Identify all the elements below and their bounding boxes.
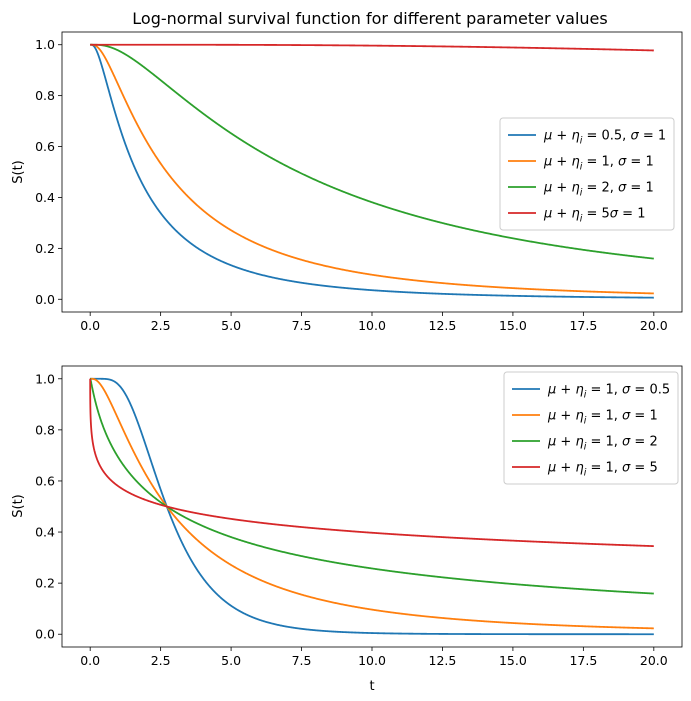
series-line <box>89 378 654 548</box>
series-layer <box>89 43 654 299</box>
series-line <box>89 377 654 595</box>
x-tick-label: 5.0 <box>221 318 241 333</box>
legend-box <box>499 117 675 231</box>
legend-label: μ + ηi = 1, σ = 1 <box>543 155 654 173</box>
series-line <box>89 43 654 52</box>
x-tick-label: 0.0 <box>80 653 100 668</box>
x-tick-label: 7.5 <box>292 653 312 668</box>
series-line <box>89 43 654 299</box>
legend-label: μ + ηi = 2, σ = 1 <box>543 181 654 199</box>
tick-group: 0.0 2.5 5.0 7.5 10.0 12.5 15.0 17.5 20.0 0.0 0.2 0.… <box>35 37 668 333</box>
x-tick-label: 17.5 <box>569 318 597 333</box>
y-tick-label: 0.6 <box>35 139 55 154</box>
legend-label: μ + ηi = 0.5, σ = 1 <box>543 129 666 147</box>
tick-group: 0.0 2.5 5.0 7.5 10.0 12.5 15.0 17.5 20.0 0.0 0.2 0.… <box>35 371 668 668</box>
y-tick-label: 0.4 <box>35 190 55 205</box>
legend-label: μ + ηi = 1, σ = 5 <box>547 461 658 479</box>
bottom-subplot: 0.0 2.5 5.0 7.5 10.0 12.5 15.0 17.5 20.0 0.0 0.2 0.… <box>11 365 683 694</box>
y-tick-label: 0.0 <box>35 627 55 642</box>
x-tick-label: 2.5 <box>151 318 171 333</box>
series-line <box>89 377 654 636</box>
legend-label: μ + ηi = 5σ = 1 <box>543 207 645 225</box>
legend: μ + ηi = 1, σ = 0.5 μ + ηi = 1, σ = 1 μ + … <box>503 371 679 485</box>
legend-label: μ + ηi = 1, σ = 1 <box>547 409 658 427</box>
x-tick-label: 20.0 <box>640 318 668 333</box>
y-tick-label: 0.8 <box>35 88 55 103</box>
x-tick-label: 15.0 <box>499 653 527 668</box>
y-tick-label: 0.8 <box>35 422 55 437</box>
plot-frame <box>61 365 683 648</box>
x-axis-label: t <box>369 679 374 694</box>
legend-box <box>503 371 679 485</box>
y-tick-label: 0.0 <box>35 292 55 307</box>
x-tick-label: 2.5 <box>151 653 171 668</box>
x-tick-label: 12.5 <box>429 318 457 333</box>
x-tick-label: 17.5 <box>569 653 597 668</box>
legend-label: μ + ηi = 1, σ = 2 <box>547 435 658 453</box>
y-tick-label: 1.0 <box>35 371 55 386</box>
top-subplot: Log-normal survival function for differe… <box>11 9 683 333</box>
y-tick-label: 0.2 <box>35 576 55 591</box>
y-tick-label: 0.4 <box>35 525 55 540</box>
y-tick-label: 0.2 <box>35 241 55 256</box>
chart-title: Log-normal survival function for differe… <box>132 9 607 28</box>
x-tick-label: 10.0 <box>358 318 386 333</box>
legend-label: μ + ηi = 1, σ = 0.5 <box>547 383 670 401</box>
legend: μ + ηi = 0.5, σ = 1 μ + ηi = 1, σ = 1 μ + … <box>499 117 675 231</box>
x-tick-label: 0.0 <box>80 318 100 333</box>
x-tick-label: 12.5 <box>429 653 457 668</box>
y-axis-label: S(t) <box>11 160 26 184</box>
x-tick-label: 7.5 <box>292 318 312 333</box>
y-tick-label: 0.6 <box>35 473 55 488</box>
x-tick-label: 10.0 <box>358 653 386 668</box>
series-line <box>89 43 654 260</box>
x-tick-label: 5.0 <box>221 653 241 668</box>
series-layer <box>89 377 654 636</box>
y-axis-label: S(t) <box>11 494 26 518</box>
x-tick-label: 20.0 <box>640 653 668 668</box>
plot-frame <box>61 31 683 313</box>
x-tick-label: 15.0 <box>499 318 527 333</box>
series-line <box>89 43 654 295</box>
y-tick-label: 1.0 <box>35 37 55 52</box>
series-line <box>89 377 654 630</box>
